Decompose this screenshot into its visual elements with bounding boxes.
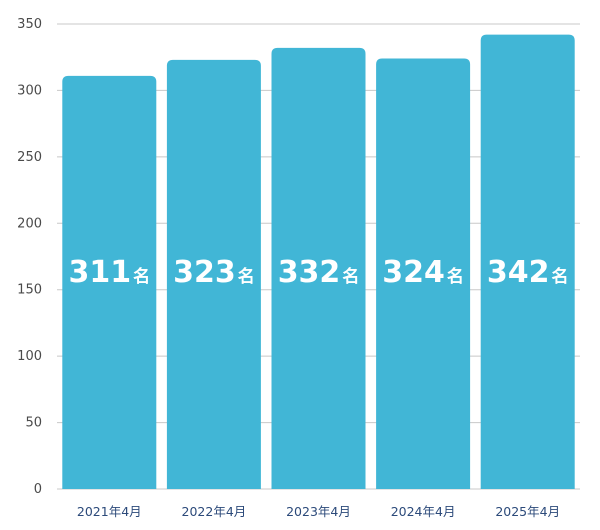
bar-value-unit: 名 <box>238 266 255 287</box>
y-tick-label: 50 <box>25 416 42 431</box>
x-category-label: 2022年4月 <box>182 504 247 519</box>
bar-value-number: 324 <box>382 255 445 290</box>
y-axis-ticks: 0 50 100 150 200 250 300 350 <box>17 17 42 497</box>
bar <box>166 59 261 489</box>
bar <box>480 34 575 489</box>
bar-group: 323 名 <box>166 59 261 489</box>
bar-value-unit: 名 <box>342 266 359 287</box>
x-axis-labels: 2021年4月 2022年4月 2023年4月 2024年4月 2025年4月 <box>77 504 560 519</box>
bar <box>271 47 366 490</box>
y-tick-label: 200 <box>17 216 42 231</box>
bar <box>376 58 471 490</box>
bar-value-label: 311 名 <box>68 255 150 290</box>
bar-value-unit: 名 <box>447 266 464 287</box>
y-tick-label: 100 <box>17 349 42 364</box>
bar-value-number: 332 <box>278 255 341 290</box>
bar-value-label: 323 名 <box>173 255 255 290</box>
x-category-label: 2025年4月 <box>495 504 560 519</box>
x-category-label: 2024年4月 <box>391 504 456 519</box>
bar-value-number: 311 <box>68 255 131 290</box>
bar-group: 324 名 <box>376 58 471 490</box>
bar <box>62 75 157 490</box>
bar-group: 342 名 <box>480 34 575 489</box>
y-tick-label: 150 <box>17 283 42 298</box>
y-tick-label: 250 <box>17 150 42 165</box>
x-category-label: 2023年4月 <box>286 504 351 519</box>
y-tick-label: 350 <box>17 17 42 32</box>
bar-group: 311 名 <box>62 75 157 490</box>
bar-value-label: 324 名 <box>382 255 464 290</box>
y-tick-label: 300 <box>17 83 42 98</box>
bar-value-label: 342 名 <box>487 255 569 290</box>
bar-value-unit: 名 <box>133 266 150 287</box>
bars: 311 名 323 名 332 名 324 名 342 名 <box>62 34 575 490</box>
bar-value-label: 332 名 <box>278 255 360 290</box>
bar-value-unit: 名 <box>552 266 569 287</box>
x-category-label: 2021年4月 <box>77 504 142 519</box>
y-tick-label: 0 <box>34 482 42 497</box>
bar-value-number: 342 <box>487 255 550 290</box>
bar-group: 332 名 <box>271 47 366 490</box>
bar-value-number: 323 <box>173 255 236 290</box>
